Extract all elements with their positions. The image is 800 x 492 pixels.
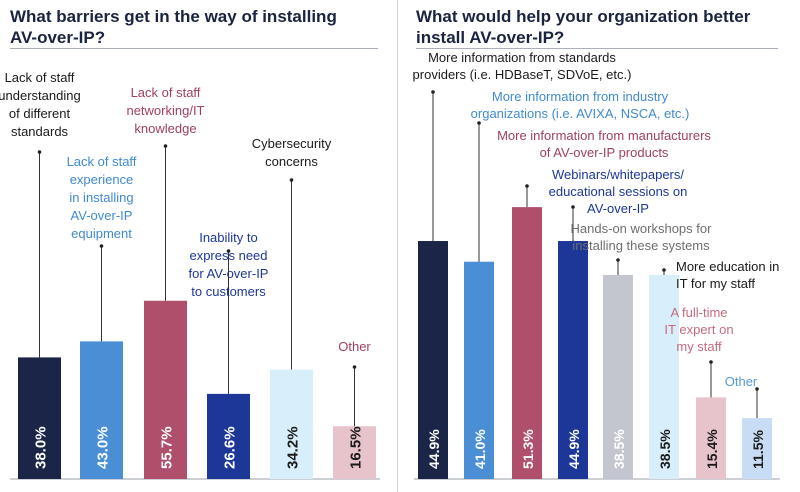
right-leader-dot-1 bbox=[431, 90, 435, 94]
left-chart-panel: What barriers get in the way of installi… bbox=[0, 0, 392, 492]
left-category-label-2: Lack of staff experience in installing AV-o… bbox=[67, 154, 137, 241]
right-leader-dot-7 bbox=[709, 360, 713, 364]
left-leader-dot-3 bbox=[163, 144, 168, 148]
right-value-label-1: 44.9% bbox=[426, 429, 442, 469]
left-bar-3 bbox=[144, 300, 187, 479]
right-value-label-8: 11.5% bbox=[750, 430, 766, 469]
left-chart-title: What barriers get in the way of installi… bbox=[10, 6, 337, 48]
right-value-label-2: 41.0% bbox=[472, 429, 488, 469]
left-value-label-6: 16.5% bbox=[348, 426, 365, 469]
left-category-label-3: Lack of staff networking/IT knowledge bbox=[126, 85, 204, 136]
right-category-label-7: A full-time IT expert on my staff bbox=[664, 305, 733, 354]
right-category-label-5: Hands-on workshops for installing these s… bbox=[571, 221, 713, 253]
right-leader-dot-2 bbox=[477, 121, 481, 125]
right-bar-7 bbox=[696, 397, 726, 479]
right-value-label-5: 38.5% bbox=[611, 429, 627, 469]
right-leader-dot-6 bbox=[662, 268, 666, 272]
left-bar-5 bbox=[270, 369, 313, 479]
left-title-line-2: AV-over-IP? bbox=[10, 28, 106, 47]
left-leader-dot-1 bbox=[37, 150, 42, 154]
right-chart-title: What would help your organization better… bbox=[416, 6, 750, 48]
right-leader-dot-4 bbox=[571, 205, 575, 209]
right-title-line-2: install AV-over-IP? bbox=[416, 28, 565, 47]
left-title-line-1: What barriers get in the way of installi… bbox=[10, 7, 337, 26]
left-value-label-2: 43.0% bbox=[95, 426, 112, 469]
left-category-label-4: Inability to express need for AV-over-IP to… bbox=[189, 230, 269, 299]
left-value-label-5: 34.2% bbox=[285, 426, 302, 469]
right-value-label-7: 15.4% bbox=[704, 429, 720, 469]
right-category-label-1: More information from standards providers… bbox=[413, 50, 632, 82]
right-bar-4 bbox=[558, 241, 588, 479]
left-leader-dot-5 bbox=[289, 178, 294, 182]
left-title-rule bbox=[10, 48, 378, 49]
left-bar-chart: Lack of staff understanding of different st… bbox=[0, 70, 380, 480]
left-bar-6 bbox=[333, 426, 376, 479]
right-value-label-6: 38.5% bbox=[657, 429, 673, 469]
right-category-label-3: More information from manufacturers of AV… bbox=[497, 128, 711, 160]
panel-divider bbox=[397, 0, 398, 492]
left-value-label-4: 26.6% bbox=[222, 426, 239, 469]
right-bar-chart: More information from standards providers… bbox=[413, 50, 780, 480]
right-value-label-4: 44.9% bbox=[566, 429, 582, 469]
left-bar-2 bbox=[80, 341, 123, 479]
left-leader-dot-6 bbox=[352, 365, 357, 369]
right-leader-dot-5 bbox=[616, 258, 620, 262]
left-bar-4 bbox=[207, 393, 250, 479]
left-bar-1 bbox=[18, 357, 61, 479]
right-leader-dot-3 bbox=[525, 184, 529, 188]
right-bar-5 bbox=[603, 274, 633, 479]
right-title-line-1: What would help your organization better bbox=[416, 7, 751, 26]
right-bar-8 bbox=[742, 418, 772, 479]
right-chart-panel: What would help your organization better… bbox=[404, 0, 800, 492]
left-leader-dot-4 bbox=[226, 249, 231, 253]
right-leader-dot-8 bbox=[755, 387, 759, 391]
left-category-label-1: Lack of staff understanding of different st… bbox=[0, 70, 81, 139]
left-category-label-5: Cybersecurity concerns bbox=[252, 136, 332, 169]
right-bar-3 bbox=[512, 207, 542, 480]
left-value-label-3: 55.7% bbox=[159, 426, 176, 469]
right-value-label-3: 51.3% bbox=[520, 429, 536, 469]
right-bar-2 bbox=[464, 261, 494, 479]
right-category-label-6: More education in IT for my staff bbox=[676, 259, 779, 291]
left-category-label-6: Other bbox=[338, 339, 371, 354]
right-category-label-2: More information from industry organizati… bbox=[471, 89, 690, 121]
right-bar-1 bbox=[418, 241, 448, 479]
right-bar-6 bbox=[649, 274, 679, 479]
right-category-label-8: Other bbox=[725, 374, 758, 389]
right-category-label-4: Webinars/whitepapers/educational session… bbox=[549, 167, 688, 216]
left-value-label-1: 38.0% bbox=[33, 426, 50, 469]
left-leader-dot-2 bbox=[99, 244, 104, 248]
right-title-rule bbox=[416, 48, 778, 49]
